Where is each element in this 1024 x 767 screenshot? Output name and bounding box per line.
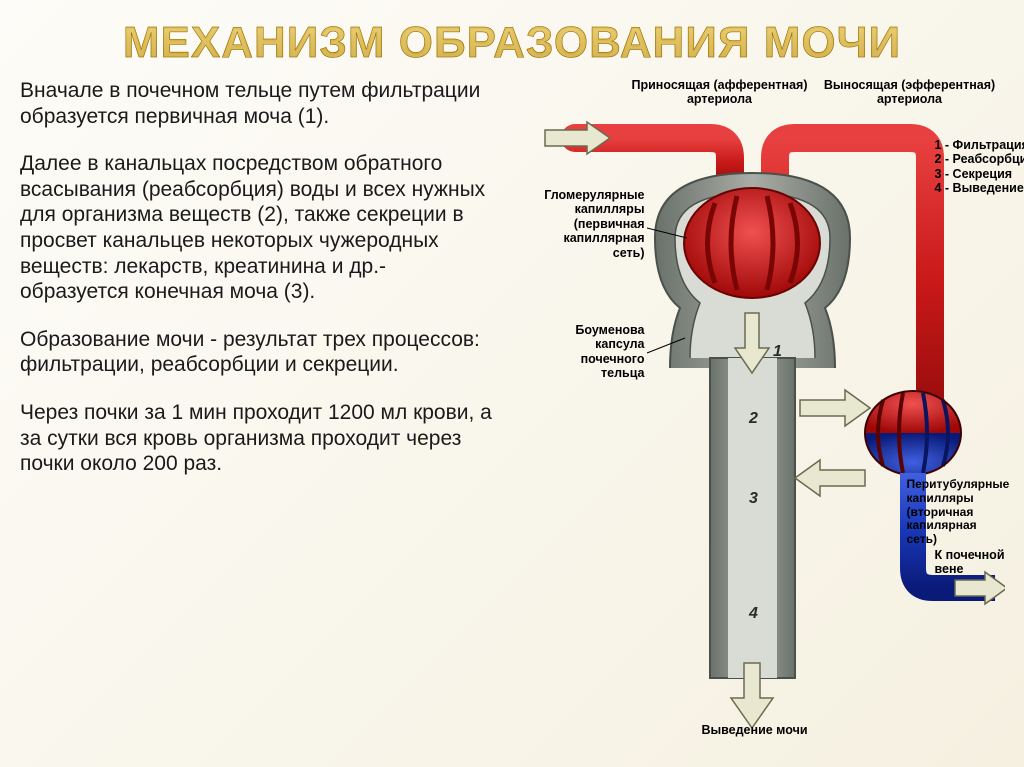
svg-text:1: 1 (773, 343, 782, 360)
text-column: Вначале в почечном тельце путем фильтрац… (20, 78, 515, 738)
label-renalvein: К почечнойвене (935, 548, 1015, 577)
svg-text:4: 4 (748, 605, 758, 622)
nephron-diagram: 1 2 3 4 Приносящая (афферентная)артериол… (515, 78, 1005, 738)
content-row: Вначале в почечном тельце путем фильтрац… (0, 78, 1024, 738)
label-glomerular: Гломерулярныекапилляры(первичнаякапилляр… (520, 188, 645, 260)
page-title: МЕХАНИЗМ ОБРАЗОВАНИЯ МОЧИ (0, 0, 1024, 78)
label-efferent: Выносящая (эфферентная)артериола (815, 78, 1005, 107)
paragraph-2: Далее в канальцах посредством обратного … (20, 151, 500, 305)
label-peritubular: Перитубулярныекапилляры(вторичнаякапиляр… (907, 478, 1024, 547)
paragraph-3: Образование мочи - результат трех процес… (20, 327, 500, 378)
svg-text:2: 2 (748, 410, 758, 427)
label-legend: 1 - Фильтрация2 - Реабсорбция3 - Секреци… (935, 138, 1024, 196)
label-afferent: Приносящая (афферентная)артериола (625, 78, 815, 107)
svg-text:3: 3 (749, 490, 758, 507)
label-excretion: Выведение мочи (685, 723, 825, 737)
paragraph-1: Вначале в почечном тельце путем фильтрац… (20, 78, 500, 129)
paragraph-4: Через почки за 1 мин проходит 1200 мл кр… (20, 400, 500, 477)
label-bowman: Боуменовакапсулапочечноготельца (545, 323, 645, 381)
